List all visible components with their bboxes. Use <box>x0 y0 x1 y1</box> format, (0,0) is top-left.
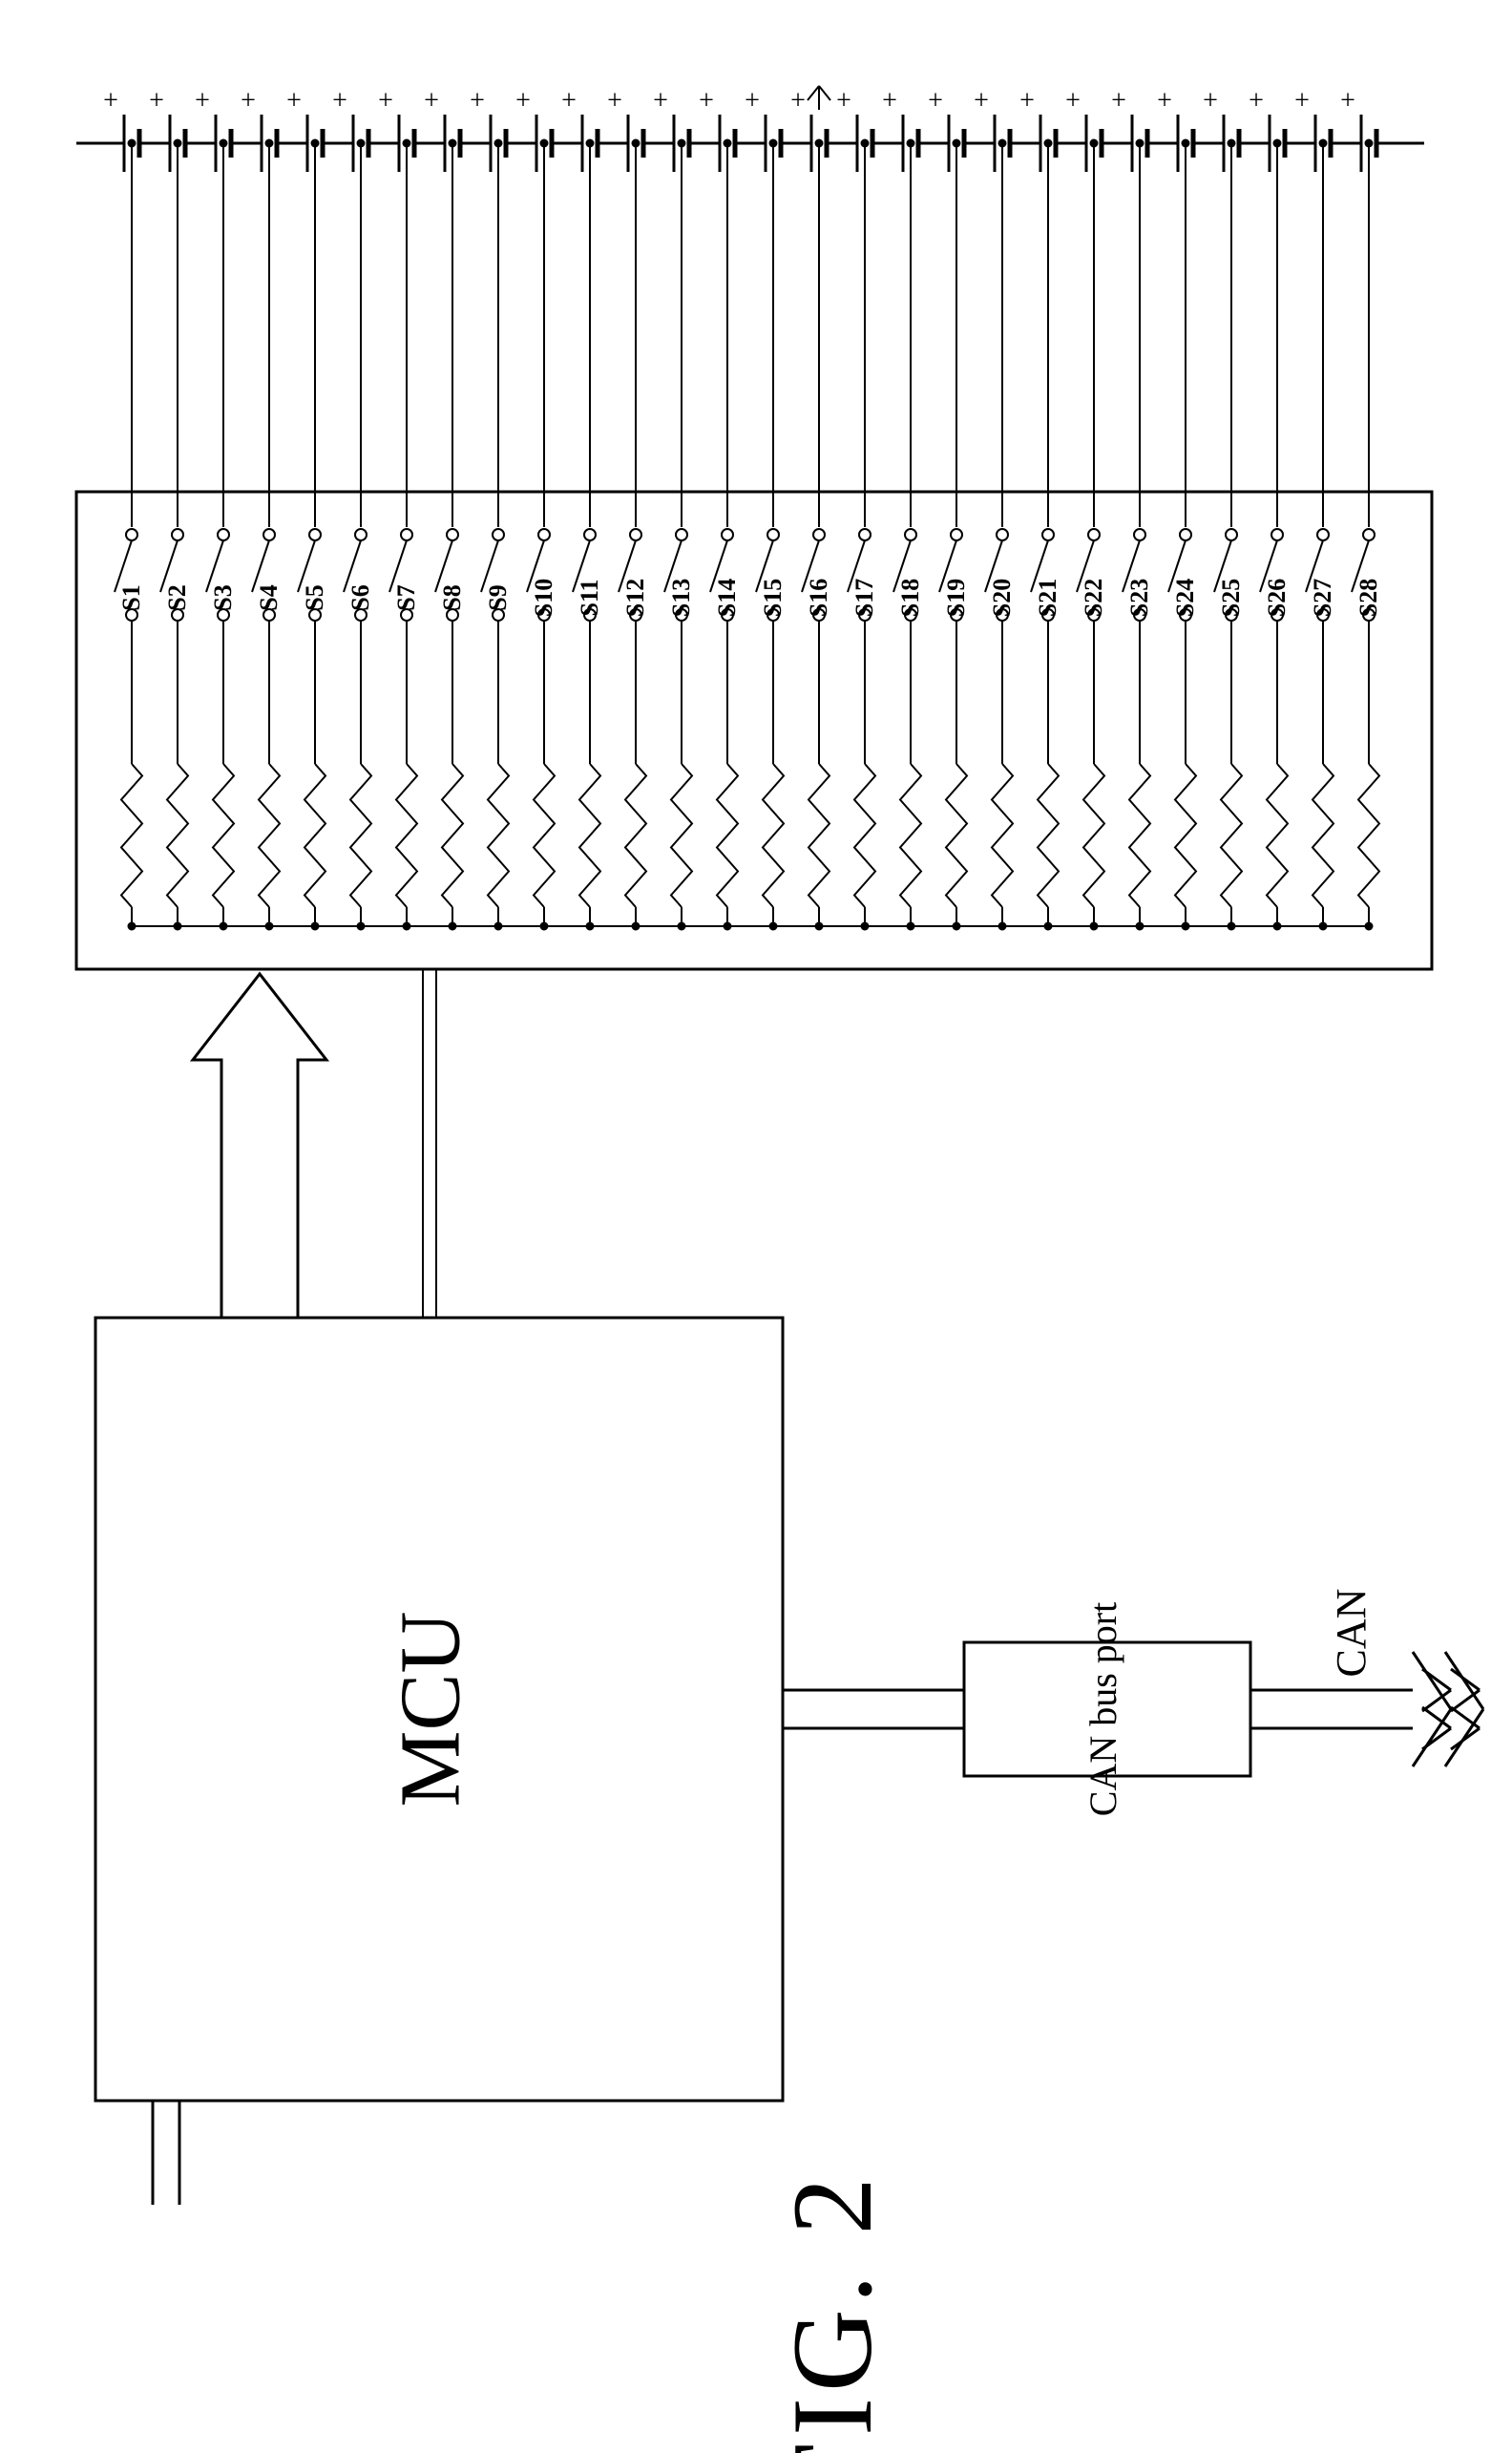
switch-label: S10 <box>530 579 557 617</box>
switch-label: S21 <box>1034 579 1061 617</box>
svg-text:+: + <box>790 86 806 116</box>
switch-label: S11 <box>576 579 603 616</box>
resistor <box>1038 764 1059 907</box>
resistor <box>350 764 371 907</box>
svg-text:+: + <box>1340 86 1355 116</box>
resistor <box>488 764 509 907</box>
svg-text:+: + <box>332 86 347 116</box>
switch-label: S27 <box>1309 579 1336 617</box>
switch-label: S12 <box>621 579 649 617</box>
switch-label: S17 <box>850 579 878 617</box>
svg-text:+: + <box>470 86 485 116</box>
svg-text:+: + <box>1111 86 1126 116</box>
svg-text:+: + <box>882 86 897 116</box>
svg-text:+: + <box>607 86 622 116</box>
figure-label: FIG. 2 <box>768 2171 895 2453</box>
resistor <box>259 764 280 907</box>
can-bus-label: CAN <box>1328 1589 1375 1678</box>
svg-text:+: + <box>103 86 118 116</box>
resistor <box>625 764 646 907</box>
switch-label: S24 <box>1171 579 1199 617</box>
resistor <box>946 764 967 907</box>
mcu-label: MCU <box>384 1611 478 1807</box>
svg-text:+: + <box>1019 86 1035 116</box>
switch-label: S3 <box>209 584 237 610</box>
resistor <box>396 764 417 907</box>
can-port-label: CAN bus port <box>1082 1602 1124 1816</box>
switch-label: S18 <box>896 579 924 617</box>
resistor <box>442 764 463 907</box>
resistor <box>763 764 784 907</box>
switch-label: S19 <box>942 579 970 617</box>
svg-text:+: + <box>653 86 668 116</box>
svg-text:+: + <box>1065 86 1081 116</box>
circuit-diagram: + + + + + + + + + + + + + + + + + + + + + + + + + + + + S1 S2 S3 S4 S5 S6… <box>0 0 1512 2453</box>
switch-label: S5 <box>301 584 328 610</box>
switch-label: S20 <box>988 579 1016 617</box>
switch-label: S22 <box>1080 579 1107 617</box>
switch-label: S8 <box>438 584 466 610</box>
svg-text:+: + <box>974 86 989 116</box>
svg-text:+: + <box>149 86 164 116</box>
resistor <box>121 764 142 907</box>
resistor <box>1083 764 1104 907</box>
switch-label: S14 <box>713 579 741 617</box>
resistor <box>304 764 326 907</box>
svg-text:+: + <box>241 86 256 116</box>
control-arrow-shape <box>193 974 326 1318</box>
svg-text:+: + <box>836 86 851 116</box>
resistors <box>121 764 1379 930</box>
resistor <box>671 764 692 907</box>
resistor <box>900 764 921 907</box>
svg-text:+: + <box>515 86 531 116</box>
resistor <box>1129 764 1150 907</box>
resistor <box>534 764 555 907</box>
battery-cells: + + + + + + + + + + + + + + + + + + + + + + + + + + + + <box>76 86 1424 492</box>
svg-text:+: + <box>1249 86 1264 116</box>
resistor <box>213 764 234 907</box>
switch-label: S16 <box>805 579 832 617</box>
switch-label: S28 <box>1354 579 1382 617</box>
svg-text:+: + <box>1157 86 1172 116</box>
switch-label: S7 <box>392 584 420 610</box>
svg-text:+: + <box>699 86 714 116</box>
resistor <box>1312 764 1334 907</box>
switch-label: S26 <box>1263 579 1291 617</box>
resistor <box>579 764 600 907</box>
svg-text:+: + <box>424 86 439 116</box>
svg-text:+: + <box>1294 86 1310 116</box>
resistor <box>992 764 1013 907</box>
resistor <box>717 764 738 907</box>
svg-text:+: + <box>378 86 393 116</box>
control-arrow <box>193 974 326 1318</box>
resistor <box>1358 764 1379 907</box>
resistor <box>1267 764 1288 907</box>
switch-label: S23 <box>1125 579 1153 617</box>
svg-text:+: + <box>286 86 302 116</box>
switches: S1 S2 S3 S4 S5 S6 S7 S8 S9 S10 S11 S12 S13 S14 S15 S16 S… <box>115 492 1382 764</box>
svg-text:+: + <box>1203 86 1218 116</box>
resistor <box>854 764 875 907</box>
resistor <box>1221 764 1242 907</box>
svg-text:+: + <box>195 86 210 116</box>
svg-text:+: + <box>928 86 943 116</box>
switch-label: S6 <box>346 584 374 610</box>
resistor <box>167 764 188 907</box>
svg-text:+: + <box>561 86 577 116</box>
switch-label: S15 <box>759 579 787 617</box>
switch-label: S13 <box>667 579 695 617</box>
switch-label: S4 <box>255 584 283 610</box>
svg-text:+: + <box>745 86 760 116</box>
switch-resistor-box <box>76 492 1432 969</box>
switch-label: S9 <box>484 584 512 610</box>
switch-label: S2 <box>163 584 191 610</box>
resistor <box>808 764 830 907</box>
switch-label: S25 <box>1217 579 1245 617</box>
switch-label: S1 <box>117 584 145 610</box>
resistor <box>1175 764 1196 907</box>
